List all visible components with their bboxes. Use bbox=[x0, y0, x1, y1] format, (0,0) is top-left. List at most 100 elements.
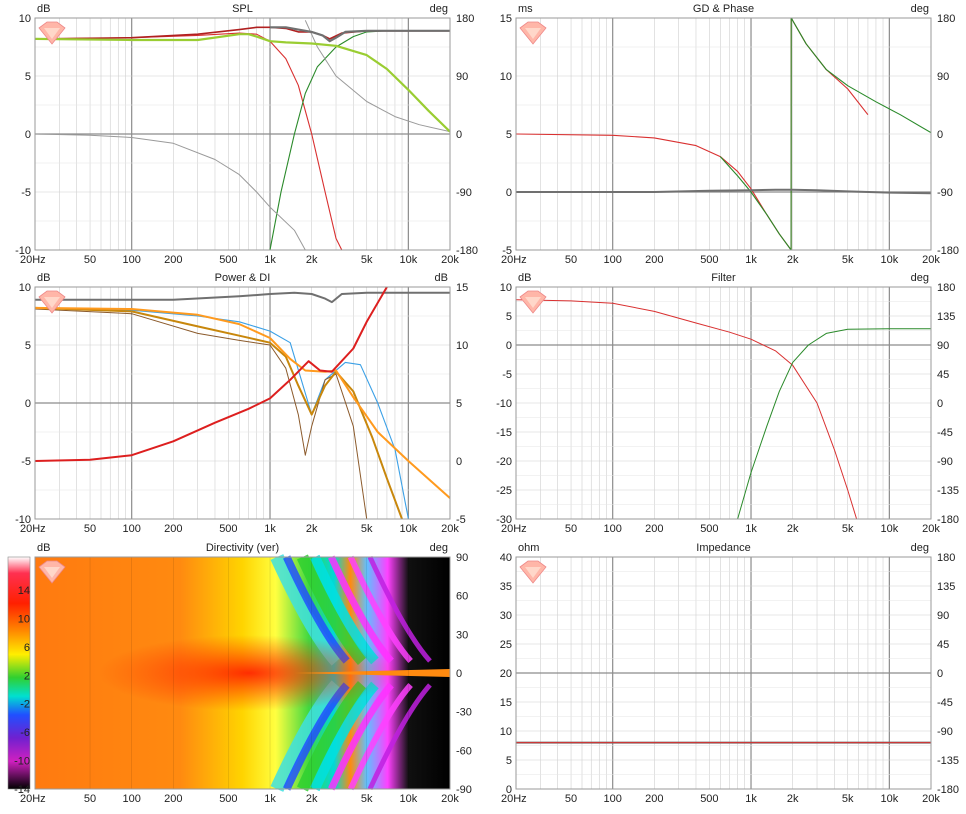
x-tick-label: 10k bbox=[399, 254, 417, 266]
y-tick-label: 0 bbox=[506, 340, 512, 352]
y2-tick-label: 30 bbox=[456, 629, 468, 641]
y2-tick-label: -90 bbox=[937, 456, 953, 468]
y2-tick-label: -30 bbox=[456, 707, 472, 719]
x-tick-label: 50 bbox=[84, 523, 96, 535]
x-tick-label: 20Hz bbox=[501, 254, 527, 266]
series-line-1 bbox=[516, 299, 858, 519]
x-tick-label: 5k bbox=[842, 523, 854, 535]
colorbar-tick-label: 6 bbox=[24, 642, 30, 654]
y-tick-label: 25 bbox=[500, 639, 512, 651]
colorbar-tick-label: 2 bbox=[24, 670, 30, 682]
x-tick-label: 1k bbox=[264, 254, 276, 266]
x-tick-label: 200 bbox=[645, 254, 663, 266]
x-tick-label: 20k bbox=[441, 523, 459, 535]
x-tick-label: 5k bbox=[361, 254, 373, 266]
y-tick-label: -30 bbox=[496, 514, 512, 526]
series-line-6 bbox=[35, 33, 450, 133]
y2-tick-label: 0 bbox=[937, 398, 943, 410]
x-tick-label: 100 bbox=[604, 254, 622, 266]
x-tick-label: 50 bbox=[84, 254, 96, 266]
y2-tick-label: 90 bbox=[456, 71, 468, 83]
x-tick-label: 5k bbox=[842, 254, 854, 266]
y2-tick-label: -180 bbox=[937, 784, 959, 796]
chart-title: SPL bbox=[232, 3, 253, 15]
y-tick-label: 5 bbox=[506, 755, 512, 767]
y2-tick-label: -180 bbox=[937, 245, 959, 257]
x-tick-label: 100 bbox=[123, 523, 141, 535]
y2-axis-unit: deg bbox=[911, 542, 929, 554]
y2-tick-label: 5 bbox=[456, 398, 462, 410]
directivity-hotspot bbox=[98, 635, 399, 711]
series-line-3 bbox=[35, 133, 306, 250]
y2-tick-label: -180 bbox=[456, 245, 478, 257]
y2-tick-label: -45 bbox=[937, 697, 953, 709]
x-tick-label: 500 bbox=[219, 254, 237, 266]
y-axis-unit: dB bbox=[37, 272, 50, 284]
x-tick-label: 2k bbox=[787, 523, 799, 535]
x-tick-label: 20Hz bbox=[20, 793, 46, 805]
y-tick-label: -5 bbox=[21, 456, 31, 468]
x-tick-label: 20Hz bbox=[501, 523, 527, 535]
x-tick-label: 20k bbox=[922, 254, 940, 266]
directivity-band-lower bbox=[367, 683, 432, 791]
plot-frame bbox=[515, 17, 932, 251]
x-tick-label: 20Hz bbox=[20, 254, 46, 266]
y-tick-label: 15 bbox=[500, 697, 512, 709]
y2-tick-label: 135 bbox=[937, 311, 955, 323]
series-line-2 bbox=[35, 308, 368, 519]
y-tick-label: 5 bbox=[506, 129, 512, 141]
y2-tick-label: 0 bbox=[937, 668, 943, 680]
y-tick-label: 0 bbox=[506, 784, 512, 796]
y2-tick-label: 90 bbox=[937, 610, 949, 622]
x-tick-label: 100 bbox=[604, 523, 622, 535]
series-line-2 bbox=[737, 328, 931, 519]
x-tick-label: 500 bbox=[700, 523, 718, 535]
x-tick-label: 200 bbox=[645, 523, 663, 535]
y-tick-label: 10 bbox=[19, 282, 31, 294]
x-tick-label: 5k bbox=[361, 523, 373, 535]
y-tick-label: 0 bbox=[25, 398, 31, 410]
x-tick-label: 200 bbox=[164, 254, 182, 266]
y-tick-label: -10 bbox=[496, 398, 512, 410]
series-group bbox=[35, 287, 450, 519]
colorbar-tick-label: -6 bbox=[20, 727, 30, 739]
y2-tick-label: 15 bbox=[456, 282, 468, 294]
y2-tick-label: -90 bbox=[937, 726, 953, 738]
directivity-band-lower bbox=[328, 682, 394, 791]
x-tick-label: 5k bbox=[842, 793, 854, 805]
x-tick-label: 1k bbox=[745, 254, 757, 266]
x-tick-label: 1k bbox=[264, 523, 276, 535]
y-axis-unit: dB bbox=[518, 272, 531, 284]
x-tick-label: 5k bbox=[361, 793, 373, 805]
y2-tick-label: 0 bbox=[456, 456, 462, 468]
y2-tick-label: 0 bbox=[456, 668, 462, 680]
series-line-3 bbox=[516, 188, 931, 195]
chart-title: GD & Phase bbox=[693, 3, 754, 15]
y2-tick-label: -90 bbox=[456, 187, 472, 199]
y-tick-label: 5 bbox=[25, 340, 31, 352]
grid bbox=[34, 17, 451, 251]
x-tick-label: 2k bbox=[787, 254, 799, 266]
y2-tick-label: 180 bbox=[937, 552, 955, 564]
x-tick-label: 10k bbox=[880, 523, 898, 535]
y2-tick-label: -90 bbox=[937, 187, 953, 199]
vituix-logo-icon bbox=[38, 560, 66, 584]
y-tick-label: 20 bbox=[500, 668, 512, 680]
y2-tick-label: 45 bbox=[937, 369, 949, 381]
y-tick-label: 15 bbox=[500, 13, 512, 25]
y2-tick-label: 180 bbox=[456, 13, 474, 25]
y-tick-label: 10 bbox=[500, 726, 512, 738]
y2-tick-label: 0 bbox=[937, 129, 943, 141]
vituix-logo-icon bbox=[38, 290, 66, 314]
x-tick-label: 500 bbox=[700, 254, 718, 266]
directivity-band-lower bbox=[347, 683, 413, 791]
colorbar: 14 10 6 2 -2 -6 -10 -14 bbox=[7, 556, 31, 796]
series-group bbox=[516, 299, 931, 519]
y-tick-label: 40 bbox=[500, 552, 512, 564]
directivity-heatmap bbox=[34, 554, 451, 792]
x-tick-label: 1k bbox=[745, 523, 757, 535]
plot-frame bbox=[515, 556, 932, 790]
